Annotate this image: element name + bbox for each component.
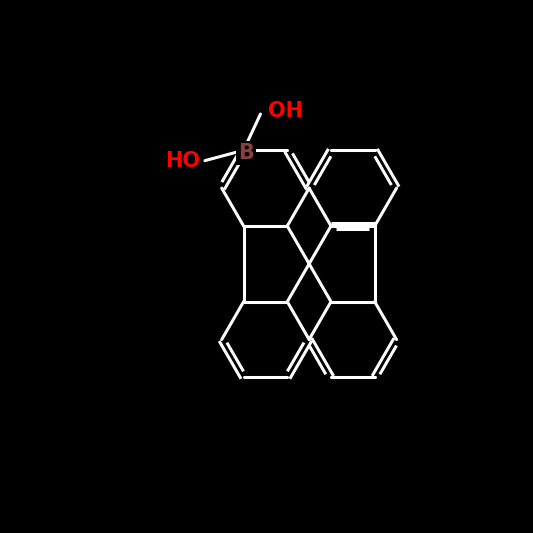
- Text: B: B: [238, 143, 254, 163]
- Text: HO: HO: [165, 151, 200, 171]
- Text: OH: OH: [269, 101, 303, 122]
